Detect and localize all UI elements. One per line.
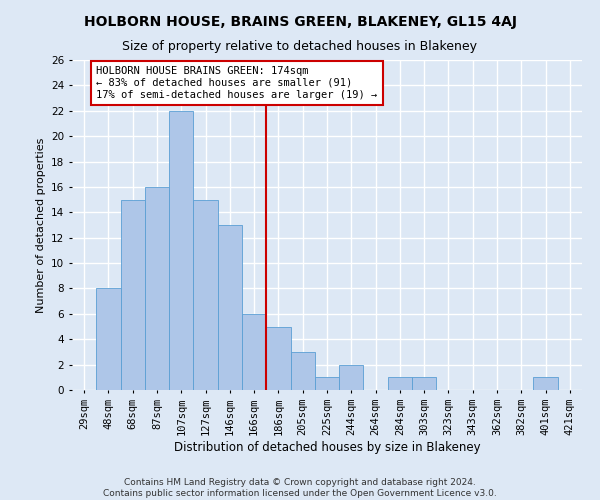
Bar xyxy=(290,352,315,390)
Bar xyxy=(169,111,193,390)
Y-axis label: Number of detached properties: Number of detached properties xyxy=(35,138,46,312)
X-axis label: Distribution of detached houses by size in Blakeney: Distribution of detached houses by size … xyxy=(173,440,481,454)
Bar xyxy=(145,187,169,390)
Text: HOLBORN HOUSE, BRAINS GREEN, BLAKENEY, GL15 4AJ: HOLBORN HOUSE, BRAINS GREEN, BLAKENEY, G… xyxy=(83,15,517,29)
Bar xyxy=(339,364,364,390)
Bar xyxy=(266,326,290,390)
Text: Size of property relative to detached houses in Blakeney: Size of property relative to detached ho… xyxy=(122,40,478,53)
Bar xyxy=(193,200,218,390)
Bar xyxy=(96,288,121,390)
Bar xyxy=(412,378,436,390)
Text: Contains HM Land Registry data © Crown copyright and database right 2024.
Contai: Contains HM Land Registry data © Crown c… xyxy=(103,478,497,498)
Bar xyxy=(121,200,145,390)
Bar xyxy=(242,314,266,390)
Bar xyxy=(218,225,242,390)
Bar xyxy=(315,378,339,390)
Text: HOLBORN HOUSE BRAINS GREEN: 174sqm
← 83% of detached houses are smaller (91)
17%: HOLBORN HOUSE BRAINS GREEN: 174sqm ← 83%… xyxy=(96,66,377,100)
Bar xyxy=(533,378,558,390)
Bar xyxy=(388,378,412,390)
